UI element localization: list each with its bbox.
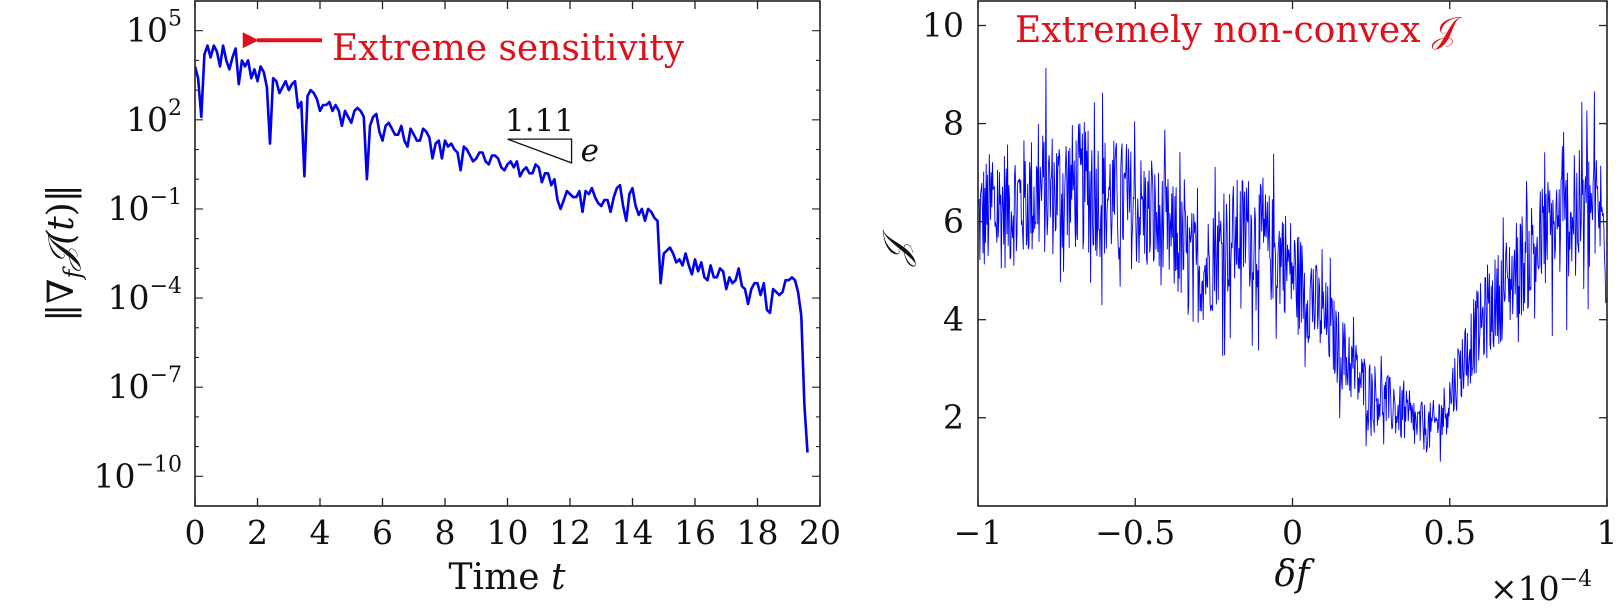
left-ytick-label: 10−7 [108, 363, 182, 406]
right-ytick-label: 2 [943, 398, 964, 437]
nonconvex-label: Extremely non-convex 𝒥 [1015, 10, 1463, 51]
right-xtick-label: 1 [1597, 513, 1618, 552]
left-y-label: ‖∇f𝒥(t)‖ [41, 184, 87, 321]
left-plot-frame [194, 0, 821, 507]
left-ytick-label: 10−4 [108, 274, 182, 317]
left-xtick-label: 6 [372, 513, 393, 552]
right-xtick-group: −1 −0.5 0 0.5 1 [954, 1, 1618, 552]
right-ytick-label: 8 [943, 104, 964, 143]
right-xtick-label: 0 [1282, 513, 1303, 552]
slope-triangle-outline [507, 138, 573, 164]
left-ytick-label: 105 [126, 7, 182, 50]
right-plot-frame [977, 0, 1608, 507]
right-y-label: 𝒥 [876, 228, 917, 267]
right-ytick-label: 6 [943, 202, 964, 241]
right-series-group [978, 67, 1607, 462]
left-xtick-label: 20 [799, 513, 841, 552]
right-ytick-group: 2 4 6 8 10 [922, 6, 1607, 437]
objective-line [978, 67, 1607, 462]
left-xtick-label: 18 [737, 513, 779, 552]
left-xtick-label: 4 [310, 513, 331, 552]
slope-side-label: e [581, 133, 599, 169]
left-ytick-label: 10−10 [94, 452, 182, 495]
slope-top-label: 1.11 [505, 103, 574, 139]
left-x-label: Time t [449, 557, 566, 598]
left-series-group [195, 44, 809, 453]
left-ytick-label: 102 [126, 96, 182, 139]
right-ytick-label: 4 [943, 300, 964, 339]
left-ytick-label: 10−1 [108, 185, 182, 228]
left-xtick-label: 0 [185, 513, 206, 552]
left-xtick-label: 8 [435, 513, 456, 552]
gradient-norm-line [195, 44, 809, 453]
right-xtick-label: −0.5 [1095, 513, 1175, 552]
left-xtick-label: 14 [612, 513, 654, 552]
x-multiplier: ×10−4 [1490, 567, 1592, 608]
sensitivity-annotation: Extreme sensitivity [242, 28, 685, 69]
right-chart: −1 −0.5 0 0.5 1 2 4 6 8 10 δf 𝒥 ×10−4 Extremely … [876, 0, 1618, 608]
right-x-label: δf [1275, 554, 1316, 595]
left-xtick-label: 2 [247, 513, 268, 552]
right-xtick-label: 0.5 [1424, 513, 1476, 552]
left-chart: 0 2 4 6 8 10 12 14 16 18 20 105 102 10−1 10−4 10−7 10−1… [41, 0, 841, 598]
left-ytick-group: 105 102 10−1 10−4 10−7 10−10 [94, 0, 820, 507]
left-xtick-label: 10 [487, 513, 529, 552]
right-xtick-label: −1 [954, 513, 1003, 552]
left-xtick-group: 0 2 4 6 8 10 12 14 16 18 20 [185, 1, 841, 552]
left-xtick-label: 16 [674, 513, 716, 552]
left-xtick-label: 12 [549, 513, 591, 552]
right-ytick-label: 10 [922, 6, 964, 45]
sensitivity-label: Extreme sensitivity [332, 28, 685, 69]
slope-triangle: 1.11 e [505, 103, 599, 169]
